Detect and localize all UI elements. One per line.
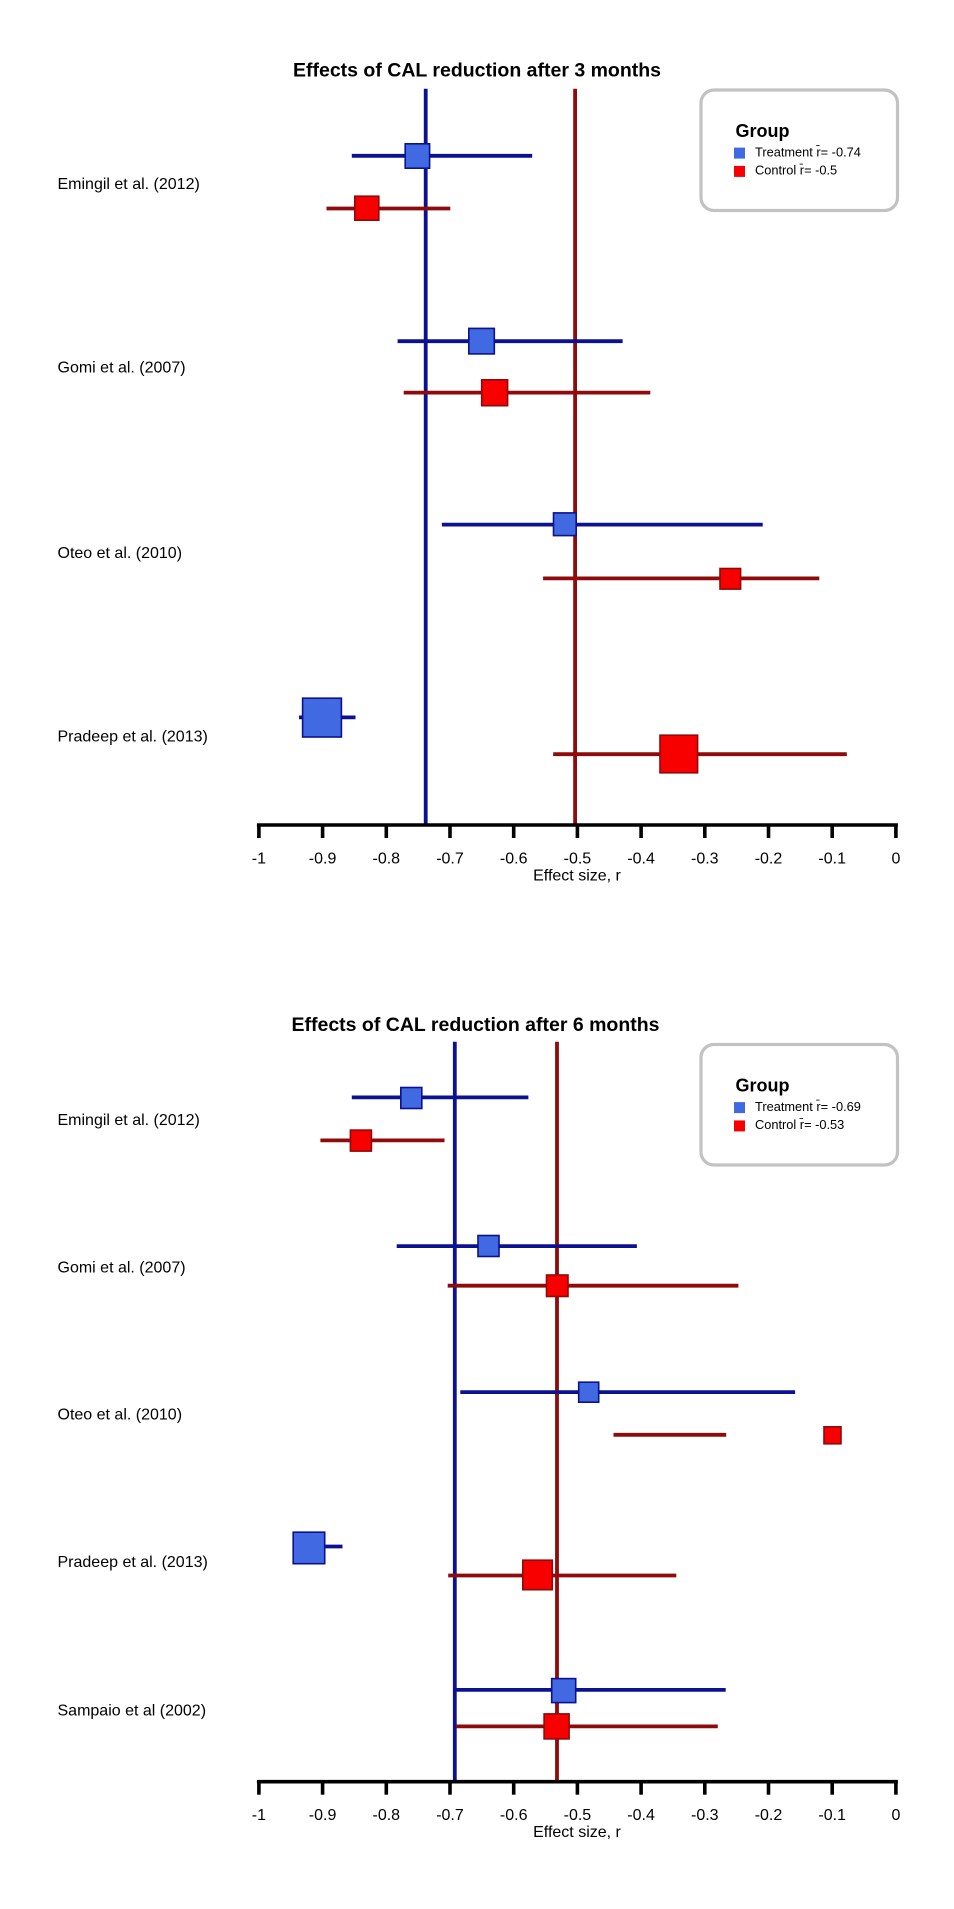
svg-text:-0.6: -0.6 xyxy=(500,1807,528,1824)
svg-text:-0.7: -0.7 xyxy=(436,1807,464,1824)
svg-text:-0.4: -0.4 xyxy=(627,850,655,867)
svg-text:-0.4: -0.4 xyxy=(627,1807,655,1824)
svg-text:Pradeep et al. (2013): Pradeep et al. (2013) xyxy=(58,1554,208,1571)
svg-text:-1: -1 xyxy=(252,1807,266,1824)
svg-text:-0.2: -0.2 xyxy=(755,850,783,867)
svg-text:Emingil et al. (2012): Emingil et al. (2012) xyxy=(58,176,200,193)
svg-text:-0.3: -0.3 xyxy=(691,1807,719,1824)
svg-text:Sampaio et al (2002): Sampaio et al (2002) xyxy=(58,1703,207,1720)
svg-text:Oteo et al. (2010): Oteo et al. (2010) xyxy=(58,1407,183,1424)
svg-text:Treatment r̄= -0.69: Treatment r̄= -0.69 xyxy=(755,1099,861,1114)
svg-text:0: 0 xyxy=(891,1807,900,1824)
svg-text:-0.5: -0.5 xyxy=(564,850,592,867)
svg-text:-1: -1 xyxy=(252,850,266,867)
svg-text:Control r̄= -0.53: Control r̄= -0.53 xyxy=(755,1117,844,1132)
svg-text:-0.8: -0.8 xyxy=(373,850,401,867)
svg-text:-0.9: -0.9 xyxy=(309,850,337,867)
svg-text:-0.7: -0.7 xyxy=(436,850,464,867)
svg-text:Pradeep et al. (2013): Pradeep et al. (2013) xyxy=(58,728,208,745)
svg-text:-0.3: -0.3 xyxy=(691,850,719,867)
svg-text:-0.2: -0.2 xyxy=(755,1807,783,1824)
svg-text:Group: Group xyxy=(736,1075,790,1095)
svg-text:Emingil et al. (2012): Emingil et al. (2012) xyxy=(58,1112,200,1129)
svg-text:-0.1: -0.1 xyxy=(818,850,846,867)
svg-text:Effect size, r: Effect size, r xyxy=(533,867,621,884)
svg-text:Effects of CAL reduction after: Effects of CAL reduction after 3 months xyxy=(293,60,661,82)
svg-text:Gomi et al. (2007): Gomi et al. (2007) xyxy=(58,360,186,377)
svg-text:-0.8: -0.8 xyxy=(373,1807,401,1824)
svg-text:Effect size, r: Effect size, r xyxy=(533,1824,621,1841)
svg-text:0: 0 xyxy=(891,850,900,867)
svg-text:-0.6: -0.6 xyxy=(500,850,528,867)
svg-text:Group: Group xyxy=(736,121,790,141)
svg-text:Treatment r̄= -0.74: Treatment r̄= -0.74 xyxy=(755,144,861,159)
svg-text:Oteo et al. (2010): Oteo et al. (2010) xyxy=(58,545,183,562)
svg-text:Gomi et al. (2007): Gomi et al. (2007) xyxy=(58,1260,186,1277)
svg-text:-0.9: -0.9 xyxy=(309,1807,337,1824)
svg-text:-0.1: -0.1 xyxy=(818,1807,846,1824)
svg-text:-0.5: -0.5 xyxy=(564,1807,592,1824)
svg-text:Control r̄= -0.5: Control r̄= -0.5 xyxy=(755,163,837,178)
svg-text:Effects of CAL reduction after: Effects of CAL reduction after 6 months xyxy=(291,1014,659,1036)
